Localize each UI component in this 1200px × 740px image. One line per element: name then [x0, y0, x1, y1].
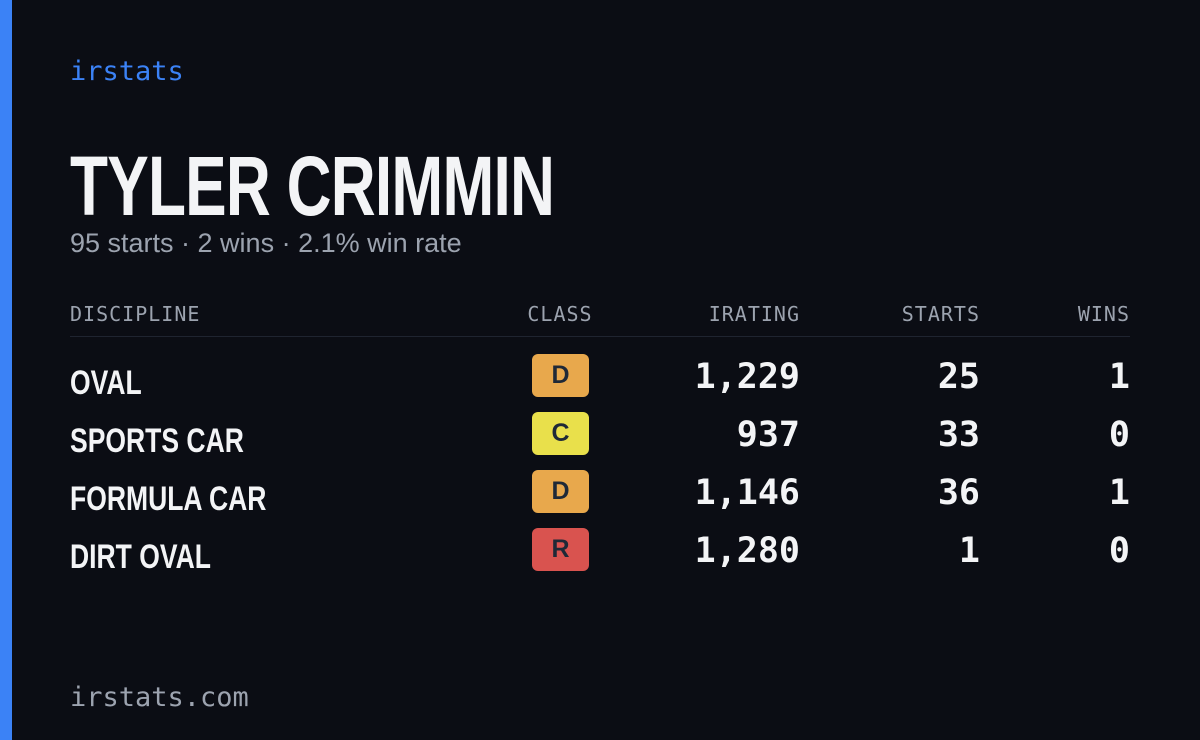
brand: irstats [70, 56, 184, 87]
discipline: OVAL [70, 364, 142, 402]
wins: 1 [1108, 357, 1130, 397]
column-header: WINS [1077, 302, 1130, 326]
irating: 1,229 [694, 357, 800, 397]
class-badge: C [532, 412, 589, 455]
starts: 25 [937, 357, 980, 397]
column-header: CLASS [527, 302, 593, 326]
starts: 33 [937, 415, 980, 455]
class-badge: D [532, 354, 589, 397]
footer: irstats.com [70, 682, 249, 713]
starts: 36 [937, 473, 980, 513]
class-badge: R [532, 528, 589, 571]
irating: 937 [736, 415, 800, 455]
accent-bar [0, 0, 12, 740]
discipline: FORMULA CAR [70, 480, 267, 518]
column-header: IRATING [708, 302, 800, 326]
discipline: SPORTS CAR [70, 422, 244, 460]
column-header: STARTS [901, 302, 980, 326]
subtitle: 95 starts · 2 wins · 2.1% win rate [70, 228, 462, 258]
starts: 1 [958, 531, 980, 571]
header-rule [70, 336, 1130, 337]
wins: 0 [1108, 415, 1130, 455]
wins: 1 [1108, 473, 1130, 513]
wins: 0 [1108, 531, 1130, 571]
class-badge: D [532, 470, 589, 513]
column-header: DISCIPLINE [70, 302, 201, 326]
irating: 1,280 [694, 531, 800, 571]
irating: 1,146 [694, 473, 800, 513]
title: TYLER CRIMMIN [70, 139, 555, 233]
discipline: DIRT OVAL [70, 538, 211, 576]
